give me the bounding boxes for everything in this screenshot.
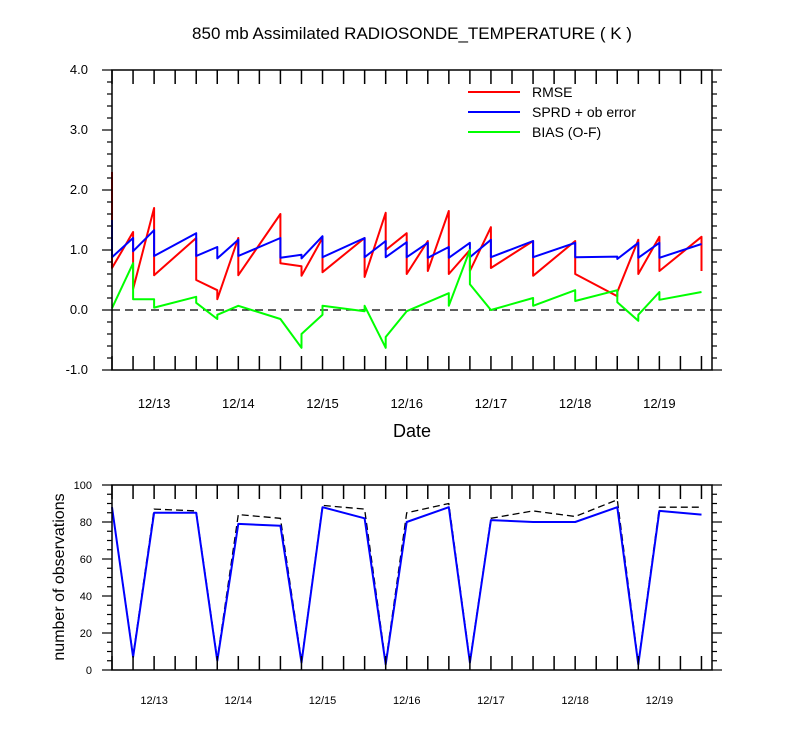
top-chart: 850 mb Assimilated RADIOSONDE_TEMPERATUR… [66, 24, 722, 441]
bottom-y-axis-label: number of observations [51, 493, 68, 660]
bottom-y-tick-label: 60 [80, 554, 92, 566]
bottom-y-tick-label: 20 [80, 628, 92, 640]
top-y-tick-label: 3.0 [70, 122, 88, 137]
bottom-y-tick-label: 0 [86, 665, 92, 677]
top-y-tick-label: 1.0 [70, 242, 88, 257]
top-x-tick-label: 12/19 [643, 396, 676, 411]
top-x-tick-label: 12/13 [138, 396, 171, 411]
top-chart-title: 850 mb Assimilated RADIOSONDE_TEMPERATUR… [192, 24, 632, 43]
bottom-y-tick-label: 40 [80, 591, 92, 603]
bottom-x-tick-label: 12/18 [561, 695, 589, 707]
top-y-tick-label: -1.0 [66, 362, 88, 377]
top-legend: RMSE SPRD + ob error BIAS (O-F) [468, 84, 636, 140]
bottom-y-tick-label: 80 [80, 517, 92, 529]
top-x-tick-label: 12/14 [222, 396, 255, 411]
top-x-tick-label: 12/17 [475, 396, 508, 411]
top-y-tick-label: 4.0 [70, 62, 88, 77]
legend-label: BIAS (O-F) [532, 124, 601, 140]
top-axes: -1.0 0.0 1.0 2.0 3.0 4.0 12/13 12/14 12/15 12/16 1… [66, 62, 722, 411]
bottom-x-tick-label: 12/15 [309, 695, 337, 707]
top-plot-frame [111, 69, 713, 371]
bottom-x-tick-label: 12/13 [140, 695, 168, 707]
bottom-y-tick-label: 100 [74, 480, 92, 492]
top-series-group [111, 172, 703, 349]
top-series-bias-o-f [111, 249, 702, 349]
bottom-x-tick-label: 12/14 [225, 695, 253, 707]
top-series-sprd-ob-error [111, 220, 702, 260]
legend-label: RMSE [532, 84, 572, 100]
bottom-x-tick-label: 12/19 [646, 695, 674, 707]
top-x-tick-label: 12/18 [559, 396, 592, 411]
bottom-x-tick-label: 12/17 [477, 695, 505, 707]
top-y-tick-label: 2.0 [70, 182, 88, 197]
top-x-axis-label: Date [393, 421, 431, 441]
legend-entry-bias-o-f: BIAS (O-F) [468, 124, 601, 140]
top-x-tick-label: 12/16 [390, 396, 423, 411]
bottom-x-tick-label: 12/16 [393, 695, 421, 707]
legend-entry-sprd-ob-error: SPRD + ob error [468, 104, 636, 120]
legend-entry-rmse: RMSE [468, 84, 572, 100]
bottom-chart: 0 20 40 60 80 100 12/13 12/14 12/15 12/16 12/17 12/… [51, 480, 722, 707]
top-y-tick-label: 0.0 [70, 302, 88, 317]
bottom-axes: 0 20 40 60 80 100 12/13 12/14 12/15 12/16 12/17 12/… [74, 480, 722, 707]
legend-label: SPRD + ob error [532, 104, 636, 120]
top-x-tick-label: 12/15 [306, 396, 339, 411]
